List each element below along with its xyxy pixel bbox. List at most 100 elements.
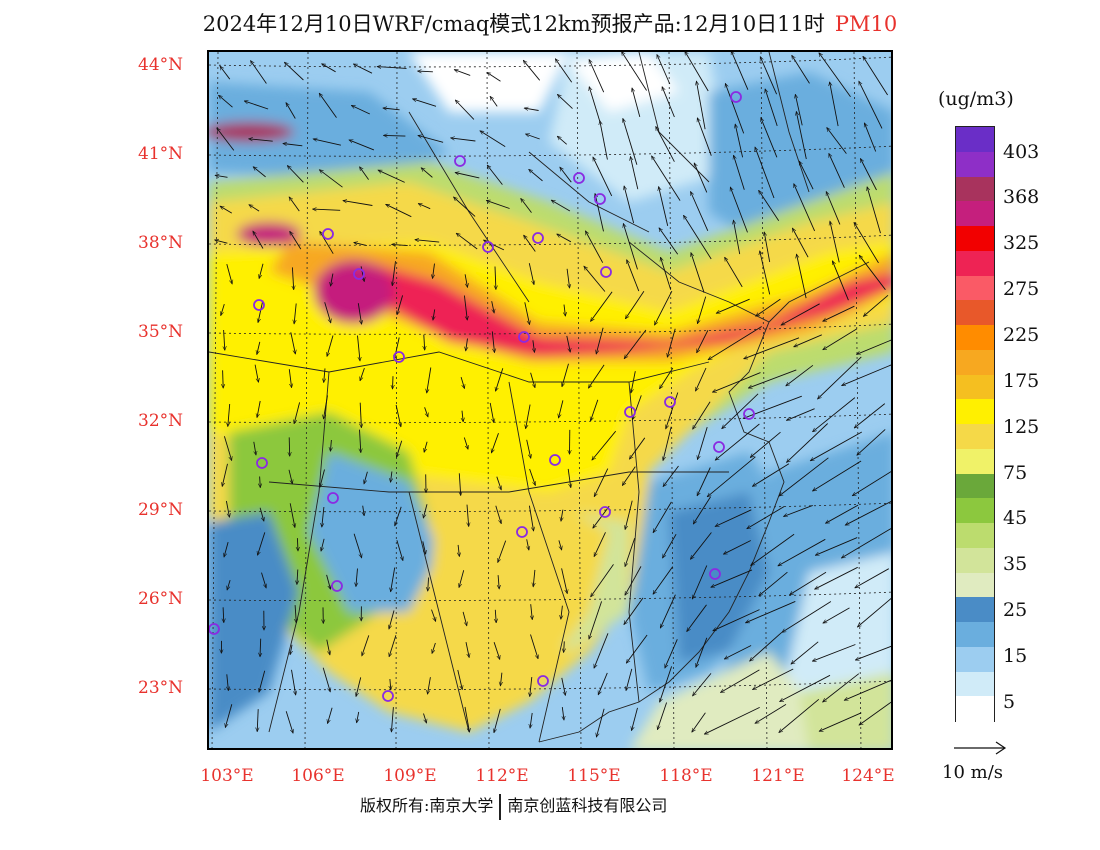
- wind-arrow: [424, 407, 428, 417]
- legend-swatch: [956, 498, 994, 524]
- station-marker: [516, 526, 528, 538]
- legend-swatch: [956, 226, 994, 252]
- wind-arrow: [561, 509, 563, 522]
- legend-swatch: [956, 622, 994, 648]
- wind-arrow: [823, 305, 855, 322]
- wind-arrow: [755, 704, 787, 724]
- wind-arrow: [830, 221, 840, 263]
- lat-label: 32°N: [138, 411, 184, 431]
- wind-arrow: [761, 118, 778, 158]
- wind-arrow: [531, 604, 533, 619]
- wind-arrow: [797, 254, 807, 299]
- wind-arrow: [457, 669, 463, 690]
- wind-arrow: [261, 572, 267, 588]
- wind-arrow: [566, 268, 570, 288]
- wind-arrow: [631, 371, 636, 393]
- wind-arrow: [393, 376, 394, 389]
- wind-arrow: [343, 201, 373, 206]
- wind-arrow: [360, 429, 361, 453]
- wind-arrow: [753, 668, 794, 691]
- wind-arrow: [287, 166, 304, 183]
- wind-arrow: [524, 108, 539, 111]
- wind-arrow: [818, 356, 862, 399]
- wind-arrow: [551, 199, 571, 212]
- wind-reference-label: 10 m/s: [942, 762, 1003, 783]
- wind-arrow: [721, 669, 760, 693]
- wind-arrow: [666, 392, 679, 429]
- wind-arrow: [383, 108, 400, 110]
- lat-label: 35°N: [138, 322, 184, 342]
- wind-arrow: [659, 594, 676, 628]
- wind-arrow: [622, 466, 636, 486]
- wind-arrow: [819, 53, 851, 97]
- wind-arrow: [249, 139, 273, 142]
- wind-arrow: [215, 175, 228, 177]
- wind-arrow: [695, 367, 707, 391]
- wind-arrow: [624, 329, 647, 359]
- wind-arrow: [313, 209, 341, 210]
- wind-arrow: [289, 503, 295, 527]
- wind-arrow: [759, 571, 788, 596]
- wind-arrow: [655, 127, 675, 162]
- wind-arrow: [259, 507, 264, 522]
- lat-label: 29°N: [138, 500, 184, 520]
- wind-arrow: [530, 677, 533, 696]
- station-marker: [594, 193, 606, 205]
- wind-arrow: [567, 468, 571, 488]
- legend-swatch: [956, 325, 994, 351]
- wind-arrow: [257, 400, 261, 418]
- station-marker: [599, 506, 611, 518]
- wind-arrow: [392, 261, 396, 286]
- wind-arrow: [326, 639, 330, 655]
- wind-arrow: [486, 200, 510, 209]
- wind-arrow: [428, 577, 429, 592]
- wind-arrow: [786, 408, 815, 421]
- wind-arrow: [490, 96, 498, 107]
- wind-arrow: [527, 539, 529, 550]
- wind-arrow: [858, 81, 883, 129]
- wind-arrow: [383, 135, 406, 136]
- wind-arrow: [792, 55, 810, 84]
- station-marker: [393, 351, 405, 363]
- wind-arrow: [830, 82, 839, 127]
- wind-arrow: [625, 500, 633, 530]
- wind-arrow: [363, 505, 365, 516]
- wind-arrow: [696, 467, 711, 496]
- wind-arrow: [780, 674, 831, 702]
- wind-arrow: [530, 712, 533, 728]
- wind-arrow: [685, 52, 709, 92]
- legend-swatch: [956, 275, 994, 301]
- wind-arrow: [458, 544, 459, 557]
- wind-arrow: [530, 372, 535, 388]
- wind-arrow: [377, 67, 407, 69]
- monitoring-stations: [209, 91, 755, 702]
- station-marker: [253, 299, 265, 311]
- station-marker: [532, 232, 544, 244]
- wind-arrow: [600, 121, 608, 160]
- wind-arrow: [593, 468, 609, 497]
- copyright-left: 版权所有:南京大学: [360, 796, 494, 815]
- wind-arrow: [857, 339, 891, 355]
- wind-arrow: [491, 301, 495, 313]
- wind-arrow: [283, 144, 303, 147]
- wind-arrow: [480, 130, 506, 147]
- wind-arrow: [791, 641, 819, 664]
- wind-arrow: [625, 537, 636, 567]
- wind-arrow: [244, 101, 269, 110]
- wind-arrow: [524, 235, 536, 252]
- station-marker: [730, 91, 742, 103]
- wind-arrow: [707, 456, 756, 497]
- wind-arrow: [460, 376, 464, 388]
- wind-arrow: [351, 104, 370, 115]
- wind-arrow: [660, 666, 673, 702]
- wind-arrow: [217, 128, 235, 151]
- wind-arrow: [825, 192, 841, 225]
- wind-arrow: [764, 232, 771, 263]
- wind-arrow: [813, 460, 862, 492]
- wind-arrow: [859, 159, 877, 191]
- wind-arrow: [626, 668, 633, 691]
- wind-arrow: [294, 303, 297, 324]
- wind-arrow: [561, 568, 568, 593]
- wind-arrow: [466, 338, 468, 351]
- wind-arrow: [254, 441, 256, 455]
